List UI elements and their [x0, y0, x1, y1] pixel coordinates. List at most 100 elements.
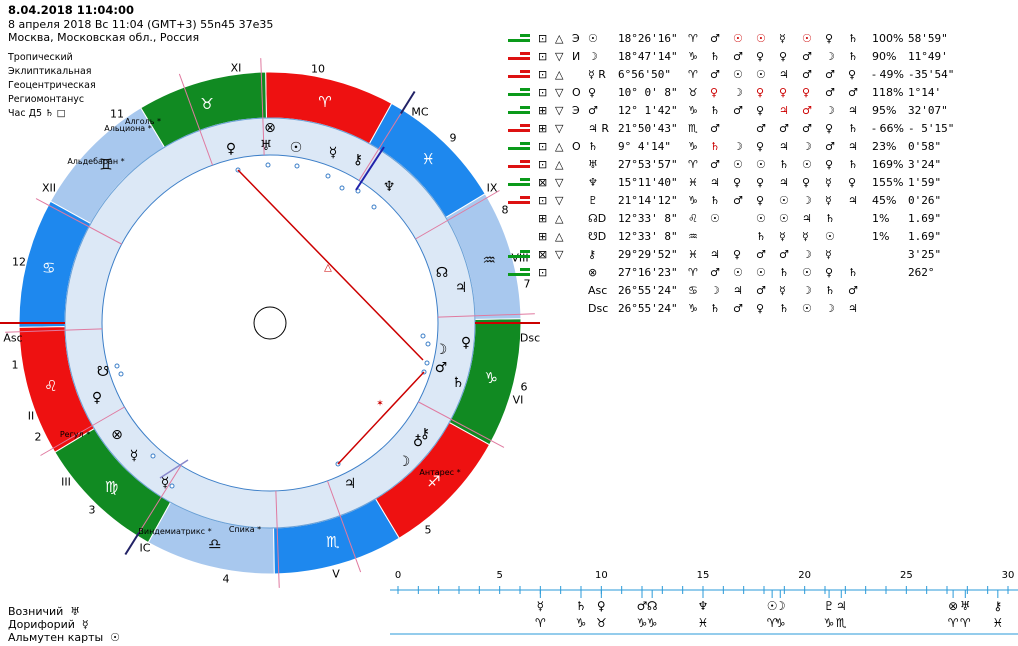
- house-cusp-line: [418, 401, 505, 448]
- timeline-tick-label: 5: [496, 570, 502, 581]
- table-row: ⊡ △ ☿ R 6°56'50" ♈ ♂ ☉ ☉ ♃ ♂ ♂ ♀ - 49% -35'54": [500, 68, 1000, 85]
- ruler-icon: ♀: [802, 86, 811, 99]
- strength-bar-small: [520, 178, 530, 181]
- ruler-icon: ♂: [825, 86, 835, 99]
- timeline-planet-icon: ♀: [597, 599, 606, 613]
- fixed-star-label: Алголь *: [125, 117, 161, 126]
- house-roman-asc: Asc: [3, 332, 22, 345]
- cancer-icon: ♋: [42, 259, 55, 277]
- coordinate-system: Эклиптикальная: [8, 66, 92, 77]
- table-row: ⊡ ▽ О ♀ 10° 0' 8" ♉ ♀ ☽ ♀ ♀ ♀ ♂ ♂ 118% 1°14': [500, 86, 1000, 103]
- planet-icon: ⚷: [588, 248, 597, 261]
- position-value: 21°14'12": [618, 194, 678, 207]
- ruler-icon: ♂: [710, 122, 720, 135]
- aspect-box-icon: ⊡: [538, 266, 548, 279]
- planet-position-dot: [150, 453, 156, 459]
- planet-position-dot: [294, 163, 300, 169]
- timeline-sign-icon: ♈: [960, 616, 971, 630]
- strength-percent: 169%: [872, 158, 904, 171]
- mars-icon: ♂: [435, 360, 448, 376]
- triplicity-icon: ▽: [555, 176, 564, 189]
- timeline-sign-icon: ♓: [992, 616, 1003, 630]
- timeline-planet-icon: ♇: [824, 599, 835, 613]
- ruler-icon: ♀: [779, 50, 788, 63]
- position-value: 26°55'24": [618, 284, 678, 297]
- chart-datetime: 8 апреля 2018 Вс 11:04 (GMT+3) 55n45 37e…: [8, 18, 274, 31]
- table-row: ⊡ △ ♅ 27°53'57" ♈ ♂ ☉ ☉ ♄ ☉ ♀ ♄ 169% 3'24": [500, 158, 1000, 175]
- strength-bar: [508, 57, 530, 60]
- planet-position-dot: [169, 483, 175, 489]
- triplicity-icon: ▽: [555, 248, 564, 261]
- ruler-icon: ☉: [710, 212, 720, 225]
- position-value: 26°55'24": [618, 302, 678, 315]
- position-value: 27°53'57": [618, 158, 678, 171]
- table-row: ⊠ ▽ ♆ 15°11'40" ♓ ♃ ♀ ♀ ♃ ♀ ☿ ♀ 155% 1'59": [500, 176, 1000, 193]
- sign-icon: ♉: [688, 86, 698, 99]
- planet-icon: ♄: [588, 140, 598, 153]
- strength-bar: [508, 183, 530, 186]
- sign-icon: ♈: [688, 32, 698, 45]
- uranus-icon: ♅: [70, 605, 81, 618]
- strength-bar: [508, 93, 530, 96]
- ruler-icon: ♂: [825, 140, 835, 153]
- pluto-icon: ♀: [461, 335, 471, 351]
- triplicity-icon: ▽: [555, 122, 564, 135]
- house-cusp-line: [326, 480, 362, 573]
- table-row: ⊡ △ О ♄ 9° 4'14" ♑ ♄ ☽ ♀ ♃ ☽ ♂ ♃ 23% 0'58": [500, 140, 1000, 157]
- chiron-icon: ⚷: [353, 152, 363, 168]
- ruler-icon: ♄: [848, 32, 858, 45]
- ruler-icon: ♃: [710, 248, 720, 261]
- ruler-icon: ♂: [802, 104, 812, 117]
- ruler-icon: ☉: [756, 68, 766, 81]
- sign-icon: ♒: [688, 230, 698, 243]
- planet-position-dot: [420, 333, 426, 339]
- timeline-sign-icon: ♑: [775, 616, 786, 630]
- gemini-icon: ♊: [99, 156, 112, 174]
- planet-position-dot: [114, 363, 120, 369]
- ruler-icon: ♃: [848, 140, 858, 153]
- strength-bar-small: [520, 250, 530, 253]
- ruler-icon: ♀: [779, 86, 788, 99]
- ruler-icon: ♀: [756, 176, 765, 189]
- ruler-icon: ♂: [802, 50, 812, 63]
- aspect-box-icon: ⊠: [538, 176, 548, 189]
- planet-icon: ♃ R: [588, 122, 610, 135]
- planet-icon: ♅: [588, 158, 598, 171]
- taurus-icon: ♉: [200, 95, 213, 113]
- house-number-2: 2: [35, 431, 42, 444]
- timeline-planet-icon: ☊: [647, 599, 658, 613]
- triplicity-icon: △: [555, 212, 564, 225]
- aspect-box-icon: ⊞: [538, 104, 548, 117]
- position-value: 9° 4'14": [618, 140, 671, 153]
- sign-icon: ♑: [688, 50, 698, 63]
- ruler-icon: ☽: [802, 284, 812, 297]
- timeline-sign-icon: ♈: [948, 616, 959, 630]
- strength-bar-small: [520, 160, 530, 163]
- speed-value: 0'26": [908, 194, 942, 207]
- aries-icon: ♈: [318, 93, 331, 111]
- ruler-icon: ☿: [802, 230, 809, 243]
- degree-timeline: 0 5 10 15 20 25 30 ☿ ♈ ♄ ♑ ♀ ♉ ♂ ♑ ☊ ♑ ♆ ♓ ☉ ♈ ☽ ♑ ♇ ♑ ♃ ♏ ⊗ ♈ ♅ ♈ ⚷ ♓: [390, 566, 1018, 646]
- ruler-icon: ♄: [779, 266, 789, 279]
- sign-icon: ♓: [688, 248, 698, 261]
- position-value: 29°29'52": [618, 248, 678, 261]
- planet-icon: Asc: [588, 284, 608, 297]
- ruler-icon: ☽: [802, 248, 812, 261]
- position-value: 18°47'14": [618, 50, 678, 63]
- ruler-icon: ♃: [779, 104, 789, 117]
- moon-icon: ☽: [435, 342, 448, 358]
- ruler-icon: ☉: [802, 266, 812, 279]
- ruler-icon: ♀: [733, 176, 742, 189]
- timeline-sign-icon: ♏: [836, 616, 847, 630]
- house-roman-vi: VI: [513, 394, 524, 407]
- ruler-icon: ♂: [848, 86, 858, 99]
- ruler-icon: ♄: [710, 140, 720, 153]
- aspect-box-icon: ⊡: [538, 68, 548, 81]
- ruler-icon: ☉: [733, 32, 743, 45]
- sign-icon: ♏: [688, 122, 698, 135]
- aspect-box-icon: ⊡: [538, 32, 548, 45]
- ruler-icon: ♂: [756, 284, 766, 297]
- dignity-label: Э: [572, 32, 580, 45]
- position-value: 12°33' 8": [618, 212, 678, 225]
- sign-icon: ♈: [688, 266, 698, 279]
